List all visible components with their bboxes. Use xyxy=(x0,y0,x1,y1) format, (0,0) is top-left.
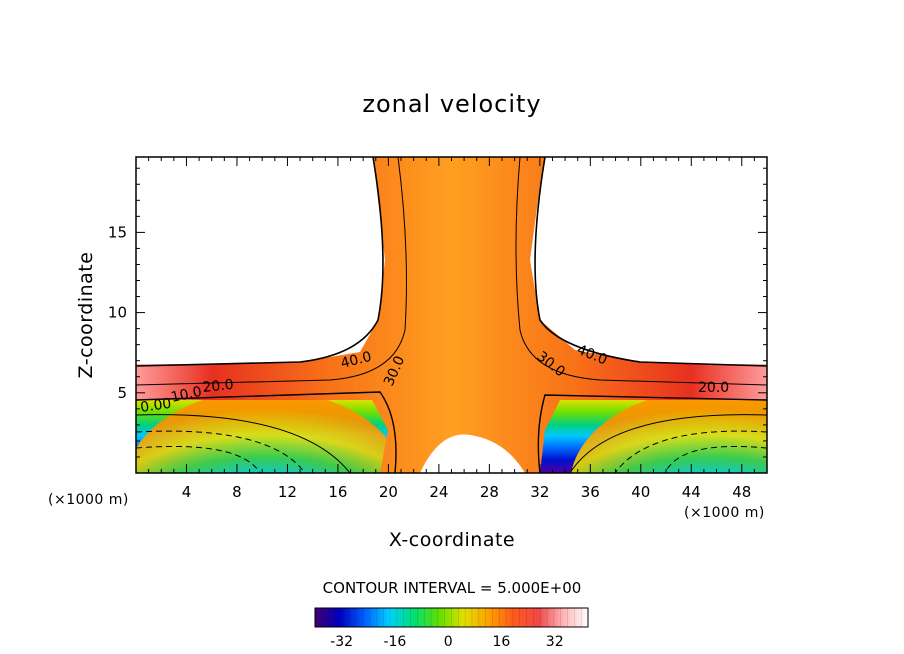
x-tick-label: 24 xyxy=(429,483,448,501)
colorbar-tick-label: -32 xyxy=(330,634,353,650)
left-easterly-core xyxy=(136,390,404,473)
calm-pocket xyxy=(420,434,525,473)
x-tick-label: 4 xyxy=(182,483,192,501)
right-easterly-core xyxy=(571,390,767,473)
x-tick-label: 28 xyxy=(480,483,499,501)
x-tick-label: 20 xyxy=(379,483,398,501)
contour-label: 10.0 xyxy=(170,384,204,406)
colorbar-gradient xyxy=(314,607,589,628)
x-unit-label-left: (×1000 m) xyxy=(48,492,129,508)
colorbar-bins xyxy=(321,608,582,627)
x-unit-label-right: (×1000 m) xyxy=(684,505,765,521)
x-tick-label: 32 xyxy=(530,483,549,501)
colorbar-tick-label: 16 xyxy=(493,634,511,650)
contour-label: 20.0 xyxy=(698,380,729,396)
z-tick-label: 10 xyxy=(108,304,127,322)
contour-label: 20.0 xyxy=(202,377,235,396)
x-tick-label: 48 xyxy=(732,483,751,501)
x-tick-label: 12 xyxy=(278,483,297,501)
colorbar: -32 -16 0 16 32 xyxy=(314,607,589,650)
z-tick-label: 5 xyxy=(117,384,127,402)
jet-column xyxy=(136,157,767,473)
colorbar-tick-label: -16 xyxy=(383,634,406,650)
contour-interval-label: CONTOUR INTERVAL = 5.000E+00 xyxy=(323,579,582,597)
x-tick-label: 40 xyxy=(631,483,650,501)
colorbar-tick-label: 32 xyxy=(546,634,564,650)
z-tick-label: 15 xyxy=(108,223,127,241)
x-tick-label: 8 xyxy=(232,483,242,501)
contour-label: 40.0 xyxy=(339,349,373,372)
y-axis-label: Z-coordinate xyxy=(75,252,97,379)
contour-field xyxy=(136,157,767,473)
x-axis-label: X-coordinate xyxy=(389,529,515,551)
contour-lines xyxy=(136,157,767,473)
contour-label: 0.00 xyxy=(139,396,172,416)
z-axis: 5 10 15 xyxy=(108,167,767,458)
colorbar-ticks: -32 -16 0 16 32 xyxy=(330,634,563,650)
chart-title: zonal velocity xyxy=(362,90,541,118)
x-tick-label: 44 xyxy=(682,483,701,501)
x-tick-label: 16 xyxy=(328,483,347,501)
x-axis: 4 8 12 16 20 24 28 32 36 40 44 48 xyxy=(148,157,755,501)
colorbar-tick-label: 0 xyxy=(444,634,453,650)
x-tick-label: 36 xyxy=(581,483,600,501)
